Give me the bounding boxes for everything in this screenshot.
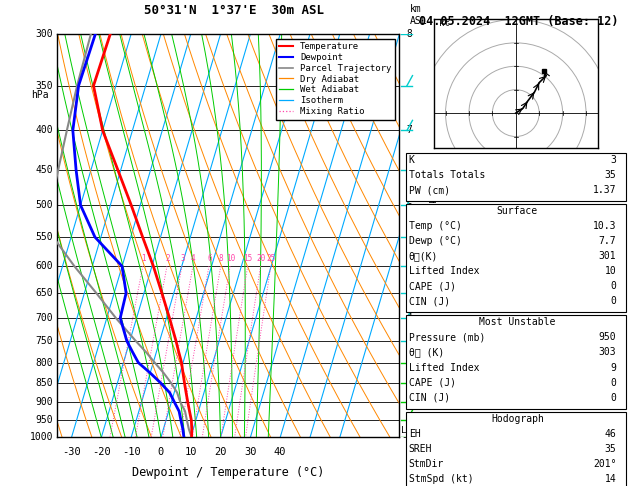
Text: hPa: hPa — [31, 89, 48, 100]
Text: 8: 8 — [219, 255, 223, 263]
Text: CAPE (J): CAPE (J) — [409, 281, 456, 292]
Text: km
ASL: km ASL — [409, 4, 427, 26]
Text: 40: 40 — [274, 448, 286, 457]
Text: 10: 10 — [184, 448, 197, 457]
Text: 0: 0 — [611, 378, 616, 388]
Text: -4: -4 — [401, 313, 413, 323]
Legend: Temperature, Dewpoint, Parcel Trajectory, Dry Adiabat, Wet Adiabat, Isotherm, Mi: Temperature, Dewpoint, Parcel Trajectory… — [276, 38, 395, 120]
Text: 300: 300 — [36, 29, 53, 39]
Text: -3: -3 — [401, 358, 413, 367]
Text: Lifted Index: Lifted Index — [409, 266, 479, 277]
Text: Temp (°C): Temp (°C) — [409, 221, 462, 231]
Text: 900: 900 — [36, 397, 53, 407]
Text: Pressure (mb): Pressure (mb) — [409, 332, 485, 343]
Text: 950: 950 — [36, 415, 53, 425]
Text: 35: 35 — [604, 444, 616, 454]
Text: kt: kt — [438, 19, 449, 29]
Text: 0: 0 — [611, 281, 616, 292]
Text: © weatheronline.co.uk: © weatheronline.co.uk — [465, 469, 579, 479]
Text: CAPE (J): CAPE (J) — [409, 378, 456, 388]
Text: 0: 0 — [611, 296, 616, 307]
Text: Hodograph: Hodograph — [491, 414, 544, 424]
Text: 2: 2 — [165, 255, 170, 263]
Text: 10: 10 — [604, 266, 616, 277]
Text: -1: -1 — [401, 433, 413, 442]
Text: -2: -2 — [401, 397, 413, 407]
Text: 201°: 201° — [593, 459, 616, 469]
Text: 15: 15 — [243, 255, 253, 263]
Text: 750: 750 — [36, 336, 53, 346]
Text: 46: 46 — [604, 429, 616, 439]
Text: Surface: Surface — [497, 206, 538, 216]
Text: 14: 14 — [604, 474, 616, 484]
Text: 10: 10 — [226, 255, 235, 263]
Text: 950: 950 — [599, 332, 616, 343]
Text: 1000: 1000 — [30, 433, 53, 442]
Text: Most Unstable: Most Unstable — [479, 317, 555, 328]
Text: -30: -30 — [62, 448, 81, 457]
Text: 1.37: 1.37 — [593, 185, 616, 195]
Text: -6: -6 — [401, 200, 413, 210]
Text: LCL: LCL — [401, 426, 417, 435]
Text: CIN (J): CIN (J) — [409, 296, 450, 307]
Text: 6: 6 — [207, 255, 212, 263]
Text: CIN (J): CIN (J) — [409, 393, 450, 403]
Text: 600: 600 — [36, 261, 53, 271]
Text: θᴇ(K): θᴇ(K) — [409, 251, 438, 261]
Text: 700: 700 — [36, 313, 53, 323]
Text: 3: 3 — [611, 155, 616, 165]
Text: StmSpd (kt): StmSpd (kt) — [409, 474, 474, 484]
Text: -5: -5 — [401, 261, 413, 271]
Text: 20: 20 — [214, 448, 227, 457]
Text: 500: 500 — [36, 200, 53, 210]
Text: Dewpoint / Temperature (°C): Dewpoint / Temperature (°C) — [132, 466, 324, 479]
Text: 9: 9 — [611, 363, 616, 373]
Text: 400: 400 — [36, 125, 53, 136]
Text: θᴇ (K): θᴇ (K) — [409, 347, 444, 358]
Text: 301: 301 — [599, 251, 616, 261]
Text: 7.7: 7.7 — [599, 236, 616, 246]
Text: 25: 25 — [267, 255, 276, 263]
Text: 350: 350 — [36, 81, 53, 91]
Text: StmDir: StmDir — [409, 459, 444, 469]
Text: 0: 0 — [158, 448, 164, 457]
Text: PW (cm): PW (cm) — [409, 185, 450, 195]
Text: Mixing Ratio (g/kg): Mixing Ratio (g/kg) — [430, 188, 439, 283]
Text: 30: 30 — [244, 448, 257, 457]
Text: 850: 850 — [36, 378, 53, 388]
Text: SREH: SREH — [409, 444, 432, 454]
Text: 4: 4 — [191, 255, 196, 263]
Text: 650: 650 — [36, 288, 53, 298]
Text: 303: 303 — [599, 347, 616, 358]
Text: 04.05.2024  12GMT (Base: 12): 04.05.2024 12GMT (Base: 12) — [419, 15, 619, 28]
Text: 10.3: 10.3 — [593, 221, 616, 231]
Text: -20: -20 — [92, 448, 111, 457]
Text: 35: 35 — [604, 170, 616, 180]
Text: 3: 3 — [180, 255, 185, 263]
Text: 1: 1 — [141, 255, 146, 263]
Text: 550: 550 — [36, 232, 53, 242]
Text: 20: 20 — [257, 255, 265, 263]
Text: EH: EH — [409, 429, 421, 439]
Text: -8: -8 — [401, 29, 413, 39]
Text: Totals Totals: Totals Totals — [409, 170, 485, 180]
Text: -10: -10 — [122, 448, 140, 457]
Text: K: K — [409, 155, 415, 165]
Text: Dewp (°C): Dewp (°C) — [409, 236, 462, 246]
Text: 50°31'N  1°37'E  30m ASL: 50°31'N 1°37'E 30m ASL — [144, 4, 325, 17]
Text: 0: 0 — [611, 393, 616, 403]
Text: 450: 450 — [36, 165, 53, 175]
Text: Lifted Index: Lifted Index — [409, 363, 479, 373]
Text: 800: 800 — [36, 358, 53, 367]
Text: -7: -7 — [401, 125, 413, 136]
